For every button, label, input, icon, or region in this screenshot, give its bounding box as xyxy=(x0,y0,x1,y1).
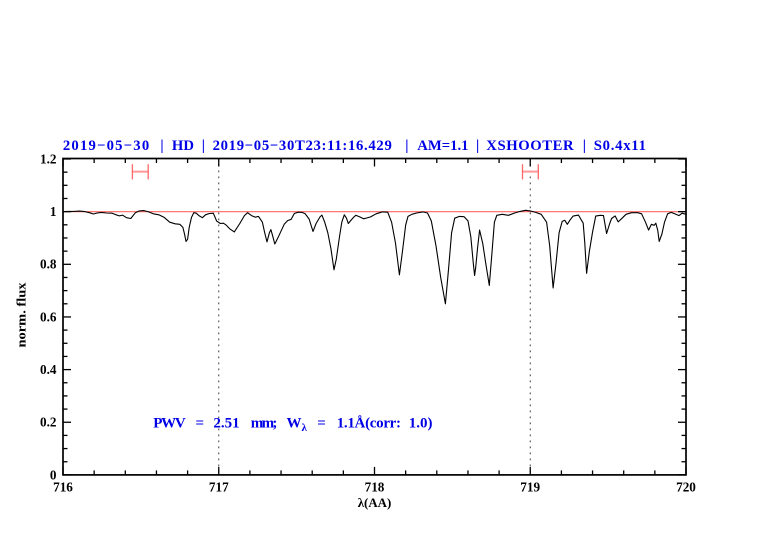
svg-text:1: 1 xyxy=(50,204,57,219)
svg-text:719: 719 xyxy=(520,480,540,495)
svg-text:718: 718 xyxy=(365,480,385,495)
svg-text:716: 716 xyxy=(53,480,73,495)
svg-text:717: 717 xyxy=(209,480,229,495)
svg-text:0: 0 xyxy=(50,467,57,482)
svg-text:0.4: 0.4 xyxy=(40,362,57,377)
svg-text:0.2: 0.2 xyxy=(40,415,57,430)
svg-text:0.6: 0.6 xyxy=(40,309,57,324)
svg-text:norm. flux: norm. flux xyxy=(14,282,29,348)
svg-text:0.8: 0.8 xyxy=(40,257,57,272)
svg-text:2019−05−30|HD|2019−05−30T23:11: 2019−05−30 | HD | 2019−05−30T23:11:16.429 | AM… xyxy=(63,138,647,154)
svg-text:720: 720 xyxy=(676,480,696,495)
svg-text:λ(AA): λ(AA) xyxy=(358,496,392,510)
svg-text:1.2: 1.2 xyxy=(40,151,57,166)
